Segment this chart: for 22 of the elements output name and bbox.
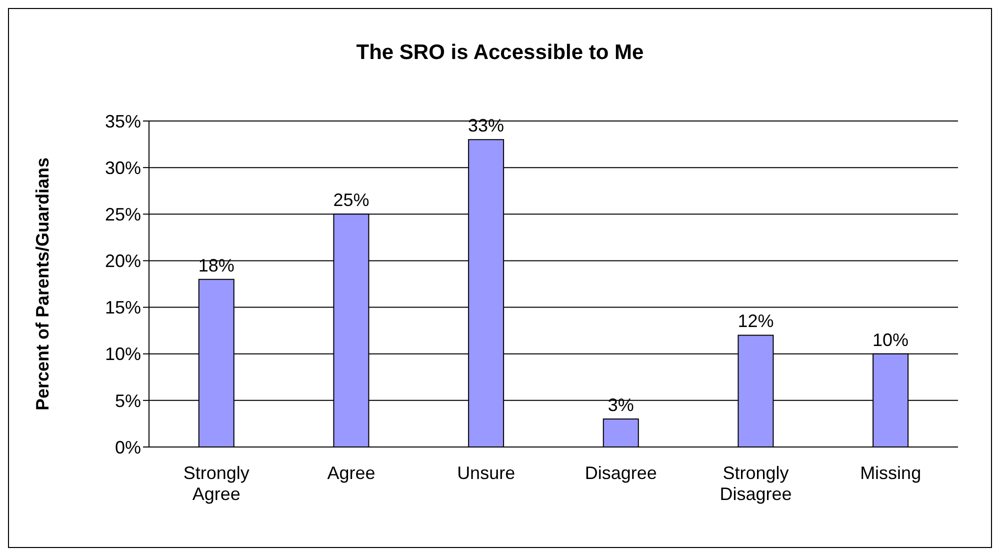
y-tick-label: 30% (104, 158, 141, 178)
x-tick-label: Strongly Disagree (720, 463, 792, 504)
x-tick-label: Unsure (457, 463, 516, 484)
y-tick-label: 20% (104, 251, 141, 272)
y-axis-title: Percent of Parents/Guardians (32, 157, 52, 411)
y-tick-label: 35% (104, 111, 141, 132)
x-tick-label: Agree (327, 463, 376, 484)
x-tick-label: Missing (860, 463, 922, 484)
y-tick-label: 10% (104, 344, 141, 364)
y-tick-label: 5% (114, 390, 141, 411)
y-tick-label: 15% (104, 298, 141, 318)
x-tick-label: Strongly Agree (183, 463, 250, 504)
y-tick-label: 25% (104, 204, 141, 225)
data-label: 12% (738, 311, 774, 332)
data-label: 3% (608, 395, 634, 416)
data-label: 25% (333, 190, 370, 210)
data-label: 18% (198, 255, 234, 276)
bar (602, 418, 639, 447)
y-tick-label: 0% (114, 437, 141, 458)
data-label: 10% (872, 330, 909, 350)
chart-title: The SRO is Accessible to Me (355, 41, 645, 65)
x-tick-label: Disagree (584, 463, 657, 484)
